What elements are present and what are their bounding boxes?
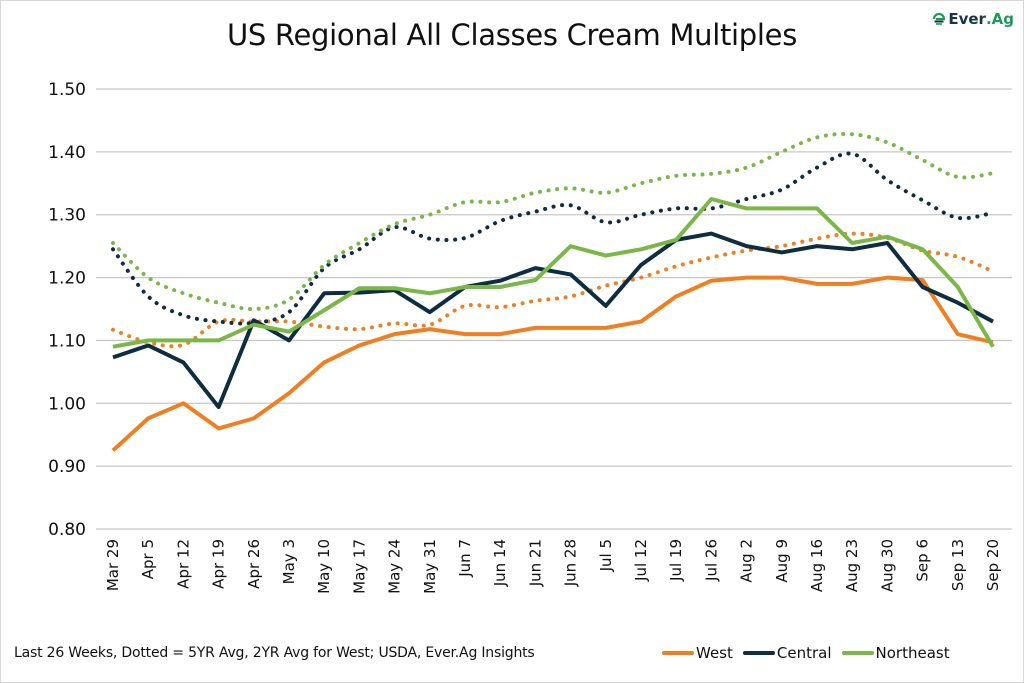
line-chart: 1.50 1.40 1.30 1.20 1.10 1.00 0.90 0.80 Mar 29 A… [48,80,1012,594]
series-line-central-avg-5yr [111,151,995,326]
y-tick-label: 1.10 [48,331,86,351]
series-line-central [112,231,994,410]
x-tick-label: Aug 2 [738,539,756,583]
y-tick-label: 1.40 [48,143,86,163]
x-tick-label: Sep 20 [984,539,1002,591]
legend-label-northeast: Northeast [875,644,950,662]
series-line-northeast [112,197,995,349]
grid-layer [96,88,1012,530]
x-tick-label: Jul 12 [632,539,650,582]
series-line-northeast-avg-5yr [111,131,995,312]
ever-ag-logo: Ever .Ag [932,10,1014,28]
x-tick-label: Sep 6 [914,539,932,582]
x-tick-label: Jul 26 [702,539,720,582]
x-tick-label: Apr 19 [210,539,228,589]
x-tick-label: Aug 23 [843,539,861,592]
source-note: Last 26 Weeks, Dotted = 5YR Avg, 2YR Avg… [14,645,535,661]
logo-text-ag: .Ag [985,10,1014,28]
x-tick-label: May 31 [421,539,439,594]
x-tick-label: Mar 29 [104,539,122,591]
y-tick-label: 0.90 [48,457,86,477]
x-tick-label: Jul 5 [597,539,615,572]
legend-swatch-west [662,651,694,655]
legend-label-west: West [696,644,733,662]
legend-label-central: Central [776,644,832,662]
x-tick-label: Aug 16 [808,539,826,592]
x-tick-label: May 24 [386,539,404,594]
x-tick-label: Apr 5 [139,539,157,579]
legend-item-central: Central [742,644,832,662]
logo-text-ever: Ever [948,10,986,28]
ever-ag-leaf-icon [933,12,946,25]
y-tick-label: 1.50 [48,80,86,100]
y-tick-label: 1.00 [48,394,86,414]
y-axis-ticks: 1.50 1.40 1.30 1.20 1.10 1.00 0.90 0.80 [48,80,86,540]
legend-swatch-northeast [841,651,874,655]
x-tick-label: Jul 19 [667,539,685,582]
y-tick-label: 1.20 [48,269,86,289]
legend-swatch-central [742,651,775,655]
y-tick-label: 1.30 [48,206,86,226]
series-line-west [111,275,994,452]
x-tick-label: May 10 [315,539,333,594]
x-axis-ticks: Mar 29 Apr 5 Apr 12 Apr 19 Apr 26 May 3 May 10… [104,539,1002,594]
x-tick-label: Aug 30 [878,539,896,592]
x-tick-label: Sep 13 [949,539,967,591]
legend-item-northeast: Northeast [841,644,950,662]
x-tick-label: May 17 [350,539,368,594]
x-tick-label: Jun 21 [526,539,544,587]
x-tick-label: Apr 26 [245,539,263,589]
legend-item-west: West [662,644,733,662]
x-tick-label: Jun 14 [491,539,509,587]
x-tick-label: Jun 7 [456,539,474,578]
x-tick-label: Apr 12 [174,539,192,589]
x-tick-label: Jun 28 [562,539,580,587]
y-tick-label: 0.80 [48,520,86,540]
x-tick-label: May 3 [280,539,298,584]
chart-title: US Regional All Classes Cream Multiples [226,18,798,52]
x-tick-label: Aug 9 [773,539,791,583]
series-layer [111,131,995,452]
legend: West Central Northeast [662,644,960,662]
